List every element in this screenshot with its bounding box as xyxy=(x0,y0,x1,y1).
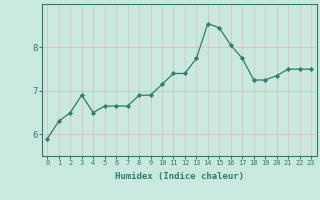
X-axis label: Humidex (Indice chaleur): Humidex (Indice chaleur) xyxy=(115,172,244,181)
